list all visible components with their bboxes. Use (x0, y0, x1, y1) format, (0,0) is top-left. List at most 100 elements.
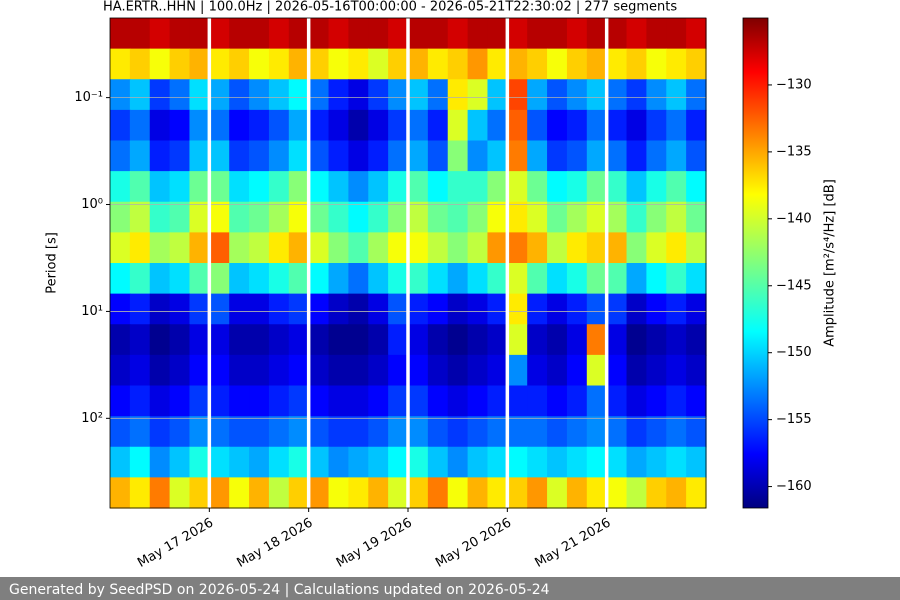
cell (666, 140, 687, 172)
cell (209, 201, 230, 233)
cell (249, 416, 270, 448)
cell (368, 109, 389, 142)
cell (348, 171, 369, 203)
cell (209, 263, 230, 295)
cell (348, 48, 369, 80)
cell (487, 446, 508, 478)
cell (348, 446, 369, 478)
cell (268, 109, 290, 142)
cell (408, 416, 429, 448)
cell (249, 263, 270, 295)
cell (467, 263, 489, 295)
cell (288, 324, 310, 356)
x-tick-label: May 19 2026 (334, 516, 415, 571)
cell (646, 385, 667, 417)
cell (169, 79, 191, 111)
cell (507, 79, 528, 111)
cell (129, 140, 151, 172)
cell (328, 324, 349, 356)
cell (507, 385, 528, 417)
cell (308, 201, 330, 233)
cell (129, 293, 151, 325)
cell (427, 109, 449, 142)
cell (527, 385, 548, 417)
cell (149, 477, 171, 509)
cell (249, 477, 270, 509)
cell (427, 48, 449, 80)
cell (388, 79, 409, 111)
colorbar-tick-label: −160 (776, 479, 812, 494)
cell (487, 171, 508, 203)
cell (149, 324, 171, 356)
cell (149, 140, 171, 172)
cell (268, 354, 290, 387)
cell (209, 293, 230, 325)
cell (447, 263, 469, 295)
cell (328, 48, 349, 80)
cell (527, 293, 548, 325)
cell (368, 263, 389, 295)
x-tick-label: May 18 2026 (234, 516, 315, 571)
cell (268, 385, 290, 417)
cell (547, 324, 568, 356)
cell (288, 446, 310, 478)
cell (527, 324, 548, 356)
cell (566, 446, 588, 478)
y-axis-label: Period [s] (45, 232, 60, 294)
cell (666, 385, 687, 417)
cell (666, 232, 687, 264)
cell (149, 109, 171, 142)
cell (586, 232, 608, 264)
cell (189, 324, 210, 356)
cell (308, 140, 330, 172)
cell (209, 232, 230, 264)
cell (507, 140, 528, 172)
cell (189, 293, 210, 325)
cell (547, 263, 568, 295)
cell (547, 171, 568, 203)
cell (447, 18, 469, 50)
cell (507, 171, 528, 203)
cell (408, 18, 429, 50)
cell (408, 79, 429, 111)
cell (348, 18, 369, 50)
cell (328, 232, 349, 264)
cell (427, 171, 449, 203)
cell (328, 354, 349, 387)
cell (308, 416, 330, 448)
plot-frame (109, 17, 707, 509)
cell (566, 477, 588, 509)
cell (666, 171, 687, 203)
cell (249, 354, 270, 387)
cell (527, 140, 548, 172)
cell (626, 354, 647, 387)
cell (368, 171, 389, 203)
cell (487, 48, 508, 80)
cell (149, 201, 171, 233)
cell (646, 416, 667, 448)
cell (586, 171, 608, 203)
cell (666, 109, 687, 142)
cell (686, 293, 707, 325)
cell (467, 324, 489, 356)
cell (288, 232, 310, 264)
cell (666, 477, 687, 509)
cell (189, 232, 210, 264)
cell (686, 385, 707, 417)
y-tick-label: 10⁰ (81, 197, 103, 212)
cell (288, 171, 310, 203)
cell (348, 232, 369, 264)
cell (249, 18, 270, 50)
cell (427, 201, 449, 233)
cell (368, 385, 389, 417)
cell (268, 140, 290, 172)
cell (189, 385, 210, 417)
cell (547, 416, 568, 448)
cell (686, 79, 707, 111)
cell (328, 18, 349, 50)
cell (586, 324, 608, 356)
cell (467, 385, 489, 417)
cell (467, 446, 489, 478)
cell (189, 79, 210, 111)
cell (427, 477, 449, 509)
